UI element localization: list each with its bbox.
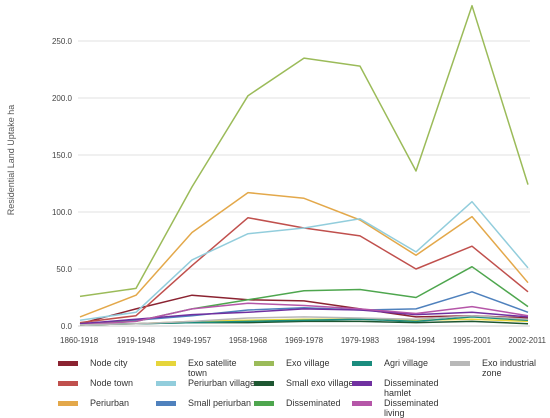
legend-swatch <box>156 401 176 406</box>
legend-swatch <box>156 381 176 386</box>
series-line-disseminated-living <box>79 302 529 326</box>
legend-label: Exo industrial zone <box>482 358 537 378</box>
legend-swatch <box>58 361 78 366</box>
legend-swatch <box>156 361 176 366</box>
y-tick-label: 0.0 <box>61 322 73 331</box>
y-axis-ticks: 0.0 50.0 100.0 150.0 200.0 250.0 <box>52 37 73 331</box>
legend-label: Small exo village <box>286 378 354 388</box>
legend-label: Node town <box>90 378 134 388</box>
legend-label: Disseminated living <box>384 398 439 418</box>
legend-swatch <box>352 381 372 386</box>
y-tick-label: 150.0 <box>52 151 73 160</box>
gridlines <box>78 40 530 327</box>
x-tick-label: 1969-1978 <box>285 336 324 345</box>
legend-swatch <box>254 381 274 386</box>
x-tick-label: 1949-1957 <box>173 336 212 345</box>
x-tick-label: 1979-1983 <box>341 336 380 345</box>
series-line-small-periurban <box>79 291 529 325</box>
series-line-periurban <box>79 191 529 318</box>
x-tick-label: 1958-1968 <box>229 336 268 345</box>
legend-swatch <box>352 401 372 406</box>
legend-swatch <box>58 401 78 406</box>
legend-label: Disseminated <box>286 398 341 408</box>
legend-label: Exo village <box>286 358 330 368</box>
legend-swatch <box>352 361 372 366</box>
legend-swatch <box>254 401 274 406</box>
legend-label: Periurban village <box>188 378 256 388</box>
x-tick-label: 1919-1948 <box>117 336 156 345</box>
series-line-exo-industrial-zone <box>79 314 529 326</box>
y-tick-label: 250.0 <box>52 37 73 46</box>
series-line-node-city <box>79 294 529 325</box>
y-tick-label: 50.0 <box>56 265 72 274</box>
x-tick-label: 2002-2011 <box>508 336 546 345</box>
legend-swatch <box>254 361 274 366</box>
legend-label: Node city <box>90 358 128 368</box>
legend-label: Exo satellite town <box>188 358 237 378</box>
legend-swatch <box>58 381 78 386</box>
legend-label: Disseminated hamlet <box>384 378 439 398</box>
series-line-periurban-village <box>79 200 529 322</box>
y-tick-label: 100.0 <box>52 208 73 217</box>
x-tick-label: 1860-1918 <box>60 336 99 345</box>
legend-swatch <box>450 361 470 366</box>
legend-label: Agri village <box>384 358 429 368</box>
y-tick-label: 200.0 <box>52 94 73 103</box>
x-tick-label: 1995-2001 <box>453 336 492 345</box>
legend-label: Periurban <box>90 398 130 408</box>
y-axis-label: Residential Land Uptake ha <box>6 105 16 216</box>
legend-label: Small periurban <box>188 398 252 408</box>
series-line-exo-village <box>79 4 529 298</box>
x-axis-ticks: 1860-1918 1919-1948 1949-1957 1958-1968 1969… <box>60 336 547 345</box>
series-lines <box>79 4 529 326</box>
x-tick-label: 1984-1994 <box>397 336 436 345</box>
